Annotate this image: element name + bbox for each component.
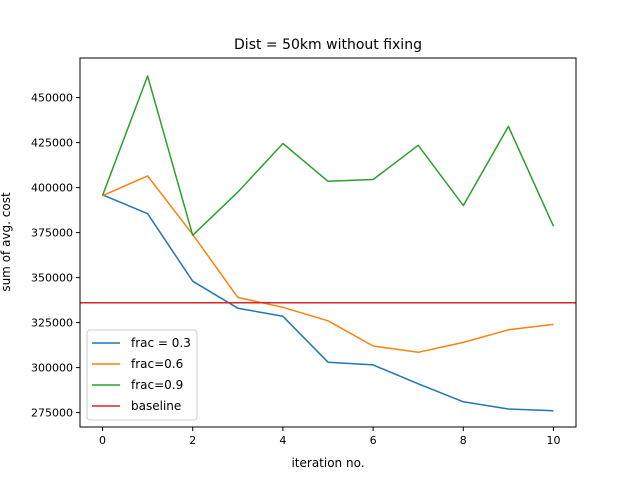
x-tick-label: 8 bbox=[460, 434, 467, 447]
y-tick-label: 325000 bbox=[31, 317, 73, 330]
axis-ticks: 0 2 4 6 8 10 275000 300000 325000 350000 375000 400… bbox=[31, 92, 560, 447]
x-tick-label: 6 bbox=[370, 434, 377, 447]
legend-label: baseline bbox=[131, 399, 181, 413]
series-line-3 bbox=[101, 75, 555, 237]
legend-box bbox=[86, 329, 198, 421]
x-tick-label: 4 bbox=[279, 434, 286, 447]
y-tick-label: 425000 bbox=[31, 137, 73, 150]
plot-lines bbox=[80, 75, 576, 412]
y-tick-label: 400000 bbox=[31, 182, 73, 195]
plot-area-frame bbox=[79, 57, 577, 428]
series-line-1 bbox=[102, 194, 554, 412]
x-axis-label: iteration no. bbox=[291, 456, 364, 470]
legend-label: frac=0.6 bbox=[131, 357, 183, 371]
y-tick-label: 375000 bbox=[31, 227, 73, 240]
legend-label: frac = 0.3 bbox=[131, 336, 191, 350]
legend-label: frac=0.9 bbox=[131, 378, 183, 392]
x-tick-label: 10 bbox=[546, 434, 560, 447]
x-tick-label: 0 bbox=[99, 434, 106, 447]
y-tick-label: 275000 bbox=[31, 407, 73, 420]
legend: frac = 0.3 frac=0.6 frac=0.9 baseline bbox=[86, 329, 198, 421]
y-axis-label: sum of avg. cost bbox=[0, 192, 13, 292]
series-line-2 bbox=[102, 175, 554, 354]
chart-title: Dist = 50km without fixing bbox=[234, 37, 422, 53]
y-tick-label: 450000 bbox=[31, 92, 73, 105]
y-tick-label: 350000 bbox=[31, 272, 73, 285]
x-tick-label: 2 bbox=[189, 434, 196, 447]
y-tick-label: 300000 bbox=[31, 362, 73, 375]
